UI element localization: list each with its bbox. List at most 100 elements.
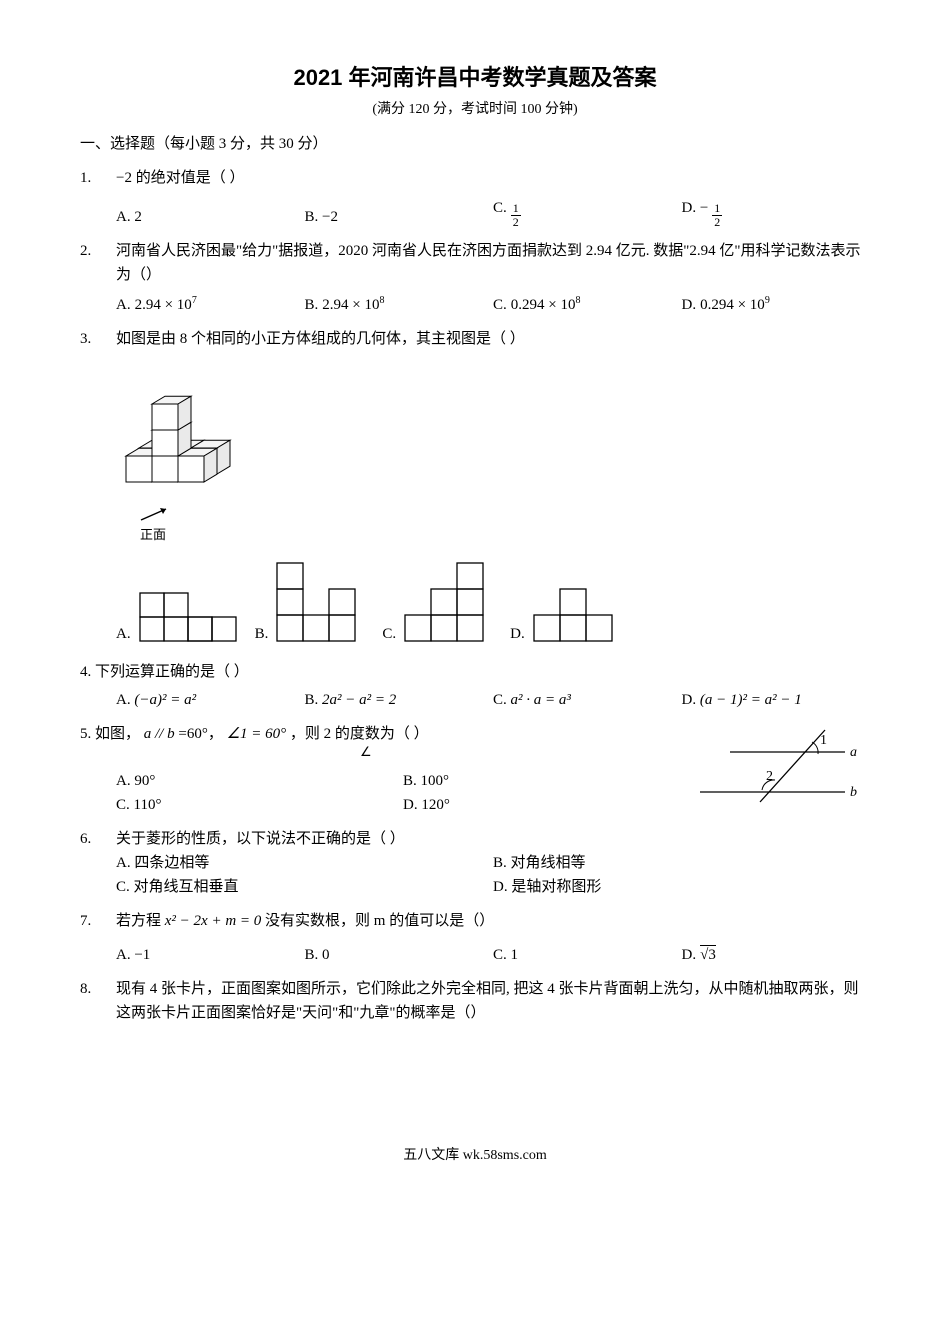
- q2-d-exp: 9: [765, 295, 770, 306]
- q6-opt-a: A. 四条边相等: [116, 851, 493, 875]
- q5-stem-pre: 如图，: [95, 726, 140, 742]
- q1-opt-d: D. − 12: [682, 196, 871, 229]
- q4-opt-b: B. 2a² − a² = 2: [305, 688, 494, 712]
- q6-stem: 关于菱形的性质，以下说法不正确的是（ ）: [116, 827, 870, 851]
- q2-c-label: C.: [493, 293, 507, 317]
- q3-stem: 如图是由 8 个相同的小正方体组成的几何体，其主视图是（ ）: [116, 327, 870, 351]
- q7-opt-a: A. −1: [116, 943, 305, 967]
- q4-d-expr: (a − 1)² = a² − 1: [700, 692, 802, 708]
- q4-b-label: B.: [305, 692, 319, 708]
- q3-opt-d-label: D.: [510, 622, 525, 646]
- q2-opt-a: A. 2.94 × 107: [116, 293, 305, 317]
- q4-b-expr: 2a² − a² = 2: [322, 692, 396, 708]
- q4-stem: 下列运算正确的是（ ）: [95, 664, 249, 680]
- svg-text:b: b: [850, 785, 857, 800]
- q2-b-exp: 8: [379, 295, 384, 306]
- q5-figure: 1 2 a b: [690, 722, 860, 807]
- q4-c-label: C.: [493, 692, 507, 708]
- page-subtitle: (满分 120 分，考试时间 100 分钟): [80, 99, 870, 121]
- q7-opt-c: C. 1: [493, 943, 682, 967]
- q4-d-label: D.: [682, 692, 697, 708]
- q3-opt-a-label: A.: [116, 622, 131, 646]
- q1-opt-c: C. 12: [493, 196, 682, 229]
- q2-b-expr: 2.94 × 10: [322, 297, 379, 313]
- q4-c-expr: a² · a = a³: [511, 692, 571, 708]
- q2-opt-d: D. 0.294 × 109: [682, 293, 871, 317]
- q5-opt-c: C. 110°: [116, 793, 403, 817]
- q3-opt-b-fig: [272, 556, 372, 646]
- q2-a-expr: 2.94 × 10: [135, 297, 192, 313]
- q3-opt-c-label: C.: [382, 622, 396, 646]
- q5-opt-b: B. 100°: [403, 769, 690, 793]
- q3-opt-c-fig: [400, 556, 500, 646]
- q3-num: 3.: [80, 327, 116, 646]
- q6-opt-b: B. 对角线相等: [493, 851, 870, 875]
- q1-d-num: 1: [712, 202, 722, 216]
- q5-opt-a: A. 90°: [116, 769, 403, 793]
- q8-stem: 现有 4 张卡片，正面图案如图所示，它们除此之外完全相同, 把这 4 张卡片背面…: [116, 977, 870, 1025]
- question-5: 5. 如图， a // b =60°， ∠1 = 60° ，则 2 的度数为（ …: [80, 722, 870, 817]
- q2-a-exp: 7: [192, 295, 197, 306]
- q3-opt-d-fig: [529, 586, 629, 646]
- svg-text:a: a: [850, 745, 857, 760]
- svg-text:2: 2: [766, 769, 773, 784]
- q3-iso-figure: [116, 361, 246, 511]
- section-1-head: 一、选择题（每小题 3 分，共 30 分）: [80, 132, 870, 156]
- question-2: 2. 河南省人民济困最"给力"据报道，2020 河南省人民在济困方面捐款达到 2…: [80, 239, 870, 317]
- q7-d-label: D.: [682, 943, 697, 967]
- q1-c-num: 1: [511, 202, 521, 216]
- arrow-icon: [136, 505, 176, 525]
- q2-c-exp: 8: [575, 295, 580, 306]
- q2-b-label: B.: [305, 293, 319, 317]
- q5-ang: ∠1 = 60°: [227, 726, 287, 742]
- q2-opt-c: C. 0.294 × 108: [493, 293, 682, 317]
- question-6: 6. 关于菱形的性质，以下说法不正确的是（ ） A. 四条边相等 B. 对角线相…: [80, 827, 870, 899]
- q7-stem-pre: 若方程: [116, 913, 165, 929]
- question-4: 4. 下列运算正确的是（ ） A. (−a)² = a² B. 2a² − a²…: [80, 660, 870, 712]
- q5-measure: ∠: [360, 742, 690, 763]
- q4-opt-c: C. a² · a = a³: [493, 688, 682, 712]
- q7-d-sqrt: √3: [700, 945, 716, 963]
- q7-stem: 若方程 x² − 2x + m = 0 没有实数根，则 m 的值可以是（）: [116, 909, 870, 933]
- q4-a-expr: (−a)² = a²: [134, 692, 196, 708]
- q7-stem-post: 没有实数根，则 m 的值可以是（）: [265, 913, 494, 929]
- q4-opt-a: A. (−a)² = a²: [116, 688, 305, 712]
- q5-ab: a // b: [144, 726, 175, 742]
- q5-eq: =60°，: [178, 726, 222, 742]
- q1-d-label: D. −: [682, 196, 709, 220]
- q6-opt-d: D. 是轴对称图形: [493, 875, 870, 899]
- q6-num: 6.: [80, 827, 116, 899]
- q5-opt-d: D. 120°: [403, 793, 690, 817]
- q1-d-den: 2: [712, 216, 722, 229]
- q6-opt-c: C. 对角线互相垂直: [116, 875, 493, 899]
- q2-stem: 河南省人民济困最"给力"据报道，2020 河南省人民在济困方面捐款达到 2.94…: [116, 239, 870, 287]
- q2-a-label: A.: [116, 293, 131, 317]
- question-8: 8. 现有 4 张卡片，正面图案如图所示，它们除此之外完全相同, 把这 4 张卡…: [80, 977, 870, 1025]
- q1-num: 1.: [80, 166, 116, 229]
- q2-c-expr: 0.294 × 10: [511, 297, 576, 313]
- q2-num: 2.: [80, 239, 116, 317]
- q2-opt-b: B. 2.94 × 108: [305, 293, 494, 317]
- q1-opt-a: A. 2: [116, 205, 305, 229]
- q1-opt-b: B. −2: [305, 205, 494, 229]
- q3-opt-a-fig: [135, 586, 245, 646]
- q7-opt-d: D. √3: [682, 943, 871, 967]
- q1-c-den: 2: [511, 216, 521, 229]
- page-title: 2021 年河南许昌中考数学真题及答案: [80, 60, 870, 95]
- q1-c-label: C.: [493, 196, 507, 220]
- q2-d-label: D.: [682, 293, 697, 317]
- q2-d-expr: 0.294 × 10: [700, 297, 765, 313]
- q7-num: 7.: [80, 909, 116, 967]
- q4-num: 4.: [80, 664, 91, 680]
- q8-num: 8.: [80, 977, 116, 1025]
- q4-opt-d: D. (a − 1)² = a² − 1: [682, 688, 871, 712]
- svg-text:1: 1: [820, 733, 827, 748]
- q3-front-label: 正面: [140, 525, 870, 546]
- q7-opt-b: B. 0: [305, 943, 494, 967]
- question-7: 7. 若方程 x² − 2x + m = 0 没有实数根，则 m 的值可以是（）…: [80, 909, 870, 967]
- q3-opt-b-label: B.: [255, 622, 269, 646]
- question-3: 3. 如图是由 8 个相同的小正方体组成的几何体，其主视图是（ ） 正面 A.: [80, 327, 870, 646]
- q7-stem-eq: x² − 2x + m = 0: [165, 913, 262, 929]
- question-1: 1. −2 的绝对值是（ ） A. 2 B. −2 C. 12 D. − 12: [80, 166, 870, 229]
- q5-stem-post: ，则 2 的度数为（ ）: [290, 726, 429, 742]
